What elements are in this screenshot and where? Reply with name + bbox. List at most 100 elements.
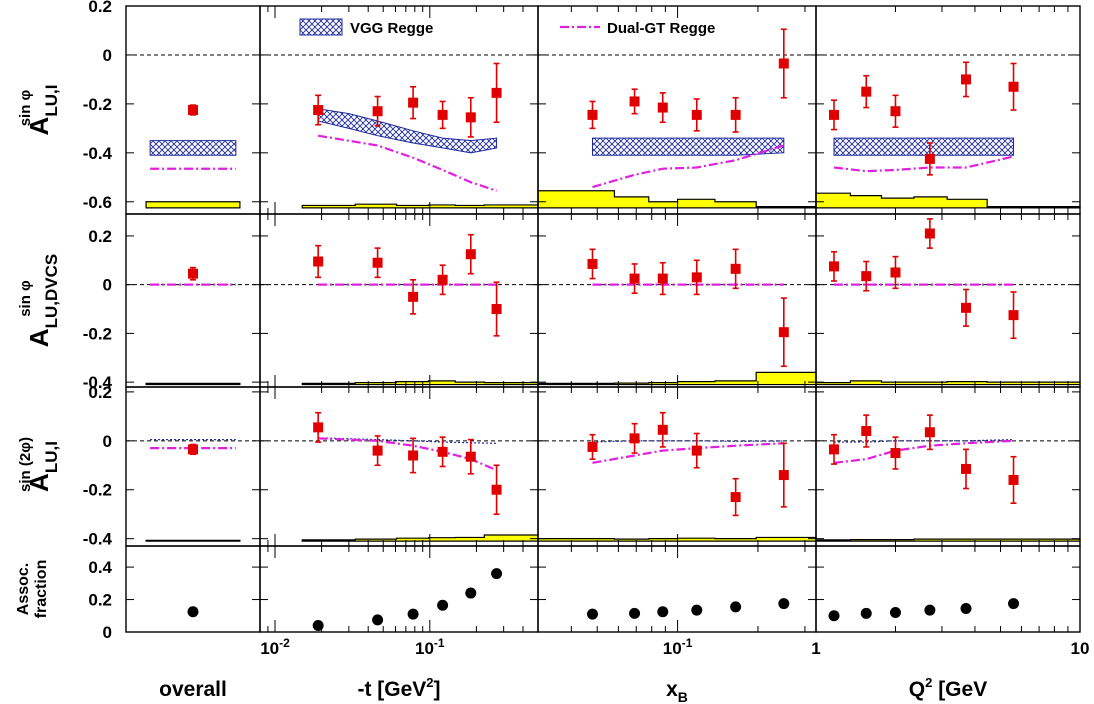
assoc-point [491, 568, 503, 580]
panel-frame-sin2phi_I-overall [125, 386, 261, 547]
data-point [491, 304, 502, 315]
data-point [861, 86, 872, 97]
data-point [313, 256, 324, 267]
syst-band-sinphi_I-t [301, 203, 539, 209]
panel-frame-sinphi_DVCS-overall [125, 213, 261, 388]
dual-curve-sin2phi_I-xb [592, 442, 784, 464]
data-point [730, 109, 741, 120]
ytick-label: -0.4 [83, 373, 113, 392]
ytick-label: 0.2 [88, 0, 112, 16]
syst-band-sinphi_I-q2 [815, 192, 1081, 209]
vgg-band-sinphi_I-xb [591, 137, 785, 156]
data-point [629, 273, 640, 284]
svg-text:ALU,I: ALU,I [24, 441, 61, 492]
data-point [691, 272, 702, 283]
syst-band-sin2phi_I-overall [145, 539, 241, 542]
ytick-label: 0 [103, 432, 112, 451]
x-axis-label-q2: Q2 [GeV [909, 675, 987, 701]
data-point [1008, 474, 1019, 485]
data-point [1008, 310, 1019, 321]
data-point [924, 228, 935, 239]
x-axis-label-overall: overall [159, 678, 227, 701]
legend-vgg-swatch [299, 18, 343, 36]
panel-frame-sinphi_DVCS-xb [537, 213, 817, 388]
syst-band-sinphi_I-overall [145, 201, 241, 209]
assoc-point [437, 599, 449, 611]
data-point [657, 424, 668, 435]
data-point [587, 258, 598, 269]
x-axis-label-t: -t [GeV2] [357, 675, 440, 701]
systematic-bands-layer [145, 190, 1081, 542]
data-point [961, 463, 972, 474]
svg-text:sin φ: sin φ [17, 89, 34, 126]
data-point [890, 267, 901, 278]
data-point [587, 109, 598, 120]
data-point [778, 470, 789, 481]
assoc-point [691, 604, 703, 616]
xtick-label: 10-2 [260, 636, 290, 658]
ytick-label: -0.2 [83, 95, 112, 114]
data-point [587, 441, 598, 452]
data-point [924, 427, 935, 438]
assoc-point [372, 614, 384, 626]
data-point [629, 96, 640, 107]
panel-frame-assoc-q2 [815, 545, 1081, 633]
ytick-label: 0 [103, 276, 112, 295]
data-point [408, 450, 419, 461]
data-point [465, 249, 476, 260]
ytick-label: 0.2 [88, 383, 112, 402]
data-point [491, 87, 502, 98]
data-point [778, 327, 789, 338]
data-point [491, 484, 502, 495]
xtick-label: 10-1 [415, 636, 445, 658]
data-point [778, 58, 789, 69]
data-point [691, 109, 702, 120]
panel-frame-sin2phi_I-xb [537, 386, 817, 547]
panel-frame-sinphi_I-xb [537, 5, 817, 215]
panel-frame-assoc-xb [537, 545, 817, 633]
data-point [313, 105, 324, 115]
assoc-point [828, 610, 840, 622]
syst-band-sin2phi_I-t [301, 534, 539, 542]
vgg-band-sinphi_I-q2 [833, 137, 1015, 156]
data-point [924, 153, 935, 164]
data-point [961, 74, 972, 85]
assoc-point [312, 620, 324, 632]
data-point [657, 102, 668, 113]
syst-band-sin2phi_I-xb [537, 536, 817, 542]
data-point [890, 106, 901, 117]
assoc-point [657, 606, 669, 618]
svg-text:fraction: fraction [33, 560, 50, 619]
data-point [188, 105, 198, 115]
data-point [861, 426, 872, 437]
xtick-label: 10-1 [663, 636, 693, 658]
syst-band-sinphi_I-xb [537, 190, 817, 209]
data-point [313, 422, 324, 433]
svg-text:Assoc.: Assoc. [15, 563, 32, 615]
syst-band-sinphi_DVCS-q2 [815, 380, 1081, 386]
syst-band-sinphi_DVCS-t [301, 380, 539, 386]
dual-curve-sin2phi_I-q2 [833, 439, 1014, 464]
panel-frame-assoc-overall [125, 545, 261, 633]
data-point [408, 291, 419, 302]
assoc-point [586, 608, 598, 620]
ytick-label: 0.4 [88, 558, 112, 577]
model-curves-layer [149, 108, 1015, 472]
data-point [829, 444, 840, 455]
xtick-label: 1 [811, 639, 820, 658]
data-point [372, 106, 383, 117]
assoc-point [187, 606, 199, 618]
ytick-label: -0.4 [83, 144, 113, 163]
data-point [890, 448, 901, 459]
data-point [1008, 81, 1019, 92]
data-point [829, 261, 840, 272]
assoc-point [960, 602, 972, 614]
svg-text:sin (2φ): sin (2φ) [17, 437, 34, 492]
data-point [437, 446, 448, 457]
dual-curve-sinphi_I-q2 [833, 155, 1014, 173]
data-point [372, 445, 383, 456]
data-point [437, 109, 448, 120]
